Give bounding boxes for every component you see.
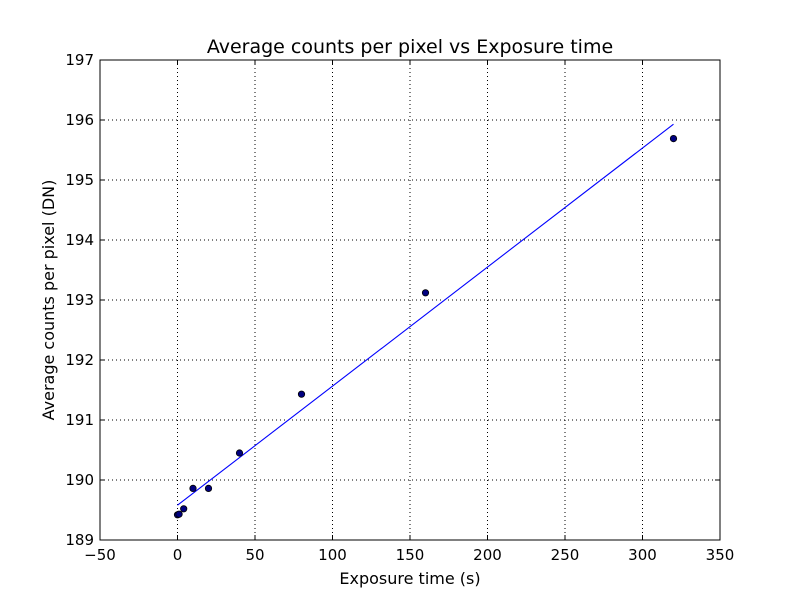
x-tick-label: 250 [551,546,580,564]
y-tick-label: 193 [65,291,94,309]
series-layer [173,123,678,519]
ticks: −50 0 50 100 150 200 250 300 350 189 190 191 192 193 1… [65,51,734,564]
y-tick-label: 194 [65,231,94,249]
x-tick-label: 100 [318,546,347,564]
y-tick-label: 196 [65,111,94,129]
data-point [421,289,430,297]
y-axis-label: Average counts per pixel (DN) [39,180,58,421]
y-tick-label: 195 [65,171,94,189]
x-tick-label: 50 [245,546,264,564]
x-tick-label: 200 [473,546,502,564]
data-point [235,449,244,457]
data-point [175,510,183,518]
y-tick-label: 192 [65,351,94,369]
x-tick-label: 300 [628,546,657,564]
x-tick-label: 350 [706,546,735,564]
data-point [204,484,213,492]
x-tick-label: −50 [84,546,116,564]
data-point [669,135,678,143]
y-tick-label: 191 [65,411,94,429]
x-axis-label: Exposure time (s) [339,569,480,588]
x-tick-label: 0 [173,546,183,564]
y-tick-label: 189 [65,531,94,549]
data-point [297,390,306,398]
data-point [180,505,188,513]
grid [100,60,720,540]
fit-line [177,123,674,506]
y-tick-label: 190 [65,471,94,489]
x-tick-label: 150 [396,546,425,564]
chart-title: Average counts per pixel vs Exposure tim… [207,36,613,58]
y-tick-label: 197 [65,51,94,69]
data-point [189,484,197,492]
